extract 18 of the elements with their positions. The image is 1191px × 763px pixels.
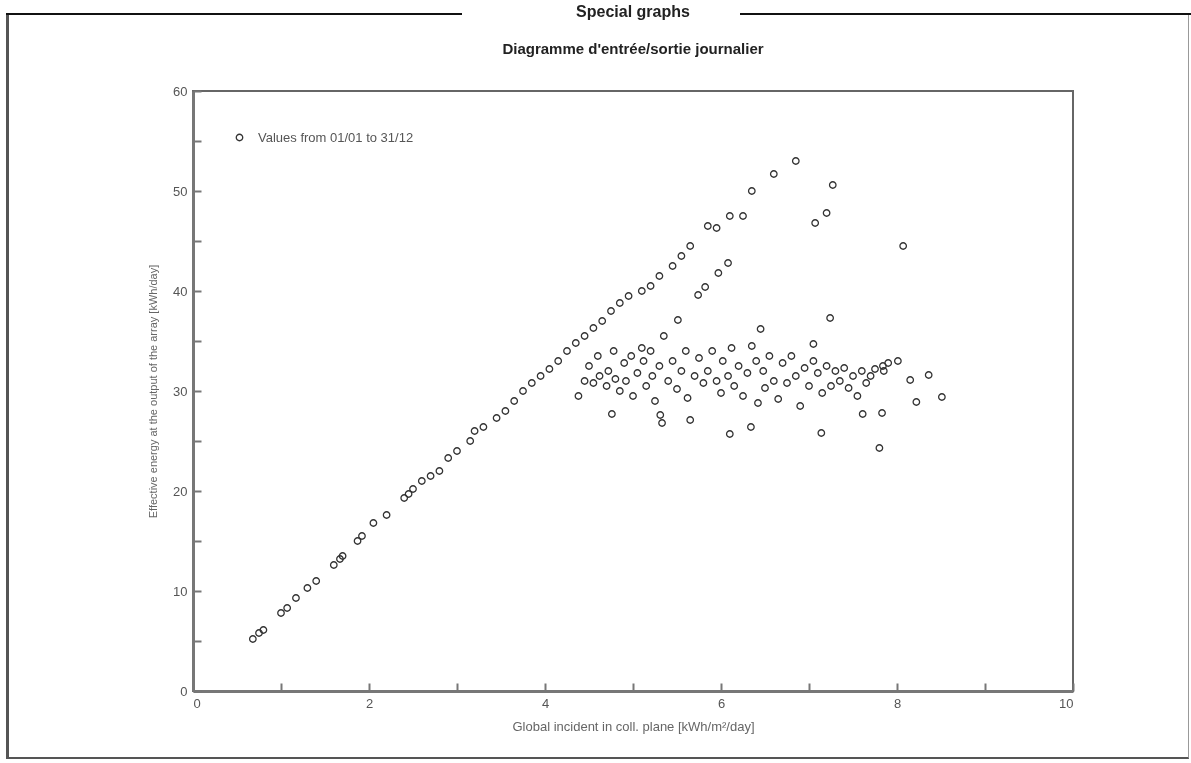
legend-label: Values from 01/01 to 31/12 [258, 129, 414, 145]
y-tick-label: 20 [173, 483, 188, 499]
y-tick-label: 40 [173, 283, 188, 299]
x-tick-label: 8 [893, 695, 902, 711]
x-axis-title: Global incident in coll. plane [kWh/m²/day] [512, 718, 755, 734]
x-tick-label: 10 [1059, 695, 1074, 711]
chart-subtitle: Diagramme d'entrée/sortie journalier [502, 40, 764, 57]
x-tick-label: 6 [717, 695, 726, 711]
y-axis-title: Effective energy at the output of the array [kWh/day] [147, 264, 160, 519]
y-tick-label: 30 [173, 383, 188, 399]
y-tick-label: 10 [173, 583, 188, 599]
y-tick-label: 60 [173, 83, 188, 99]
x-tick-label: 4 [541, 695, 550, 711]
x-tick-label: 0 [193, 695, 201, 711]
chart-title: Special graphs [576, 3, 691, 20]
y-tick-label: 50 [173, 183, 188, 199]
x-tick-label: 2 [365, 695, 374, 711]
y-tick-label: 0 [180, 683, 188, 699]
